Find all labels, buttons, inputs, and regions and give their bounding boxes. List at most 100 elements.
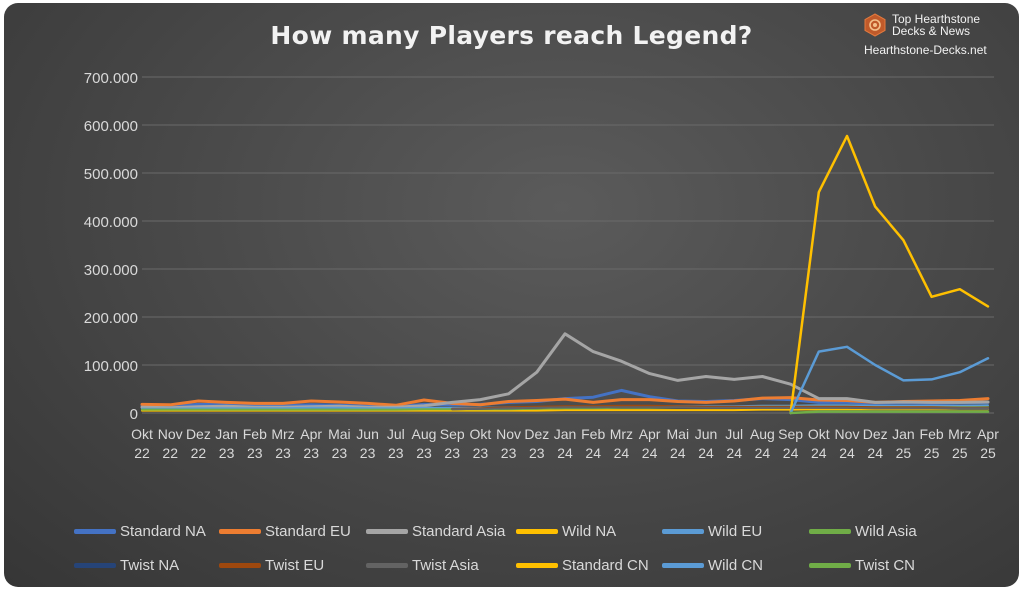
legend-swatch [219, 562, 261, 568]
legend-swatch [516, 528, 558, 534]
x-tick-month: Dez [863, 426, 888, 442]
legend-item: Twist NA [74, 555, 179, 575]
y-tick-label: 0 [130, 406, 138, 423]
x-tick-month: Mrz [948, 426, 971, 442]
legend-item: Wild Asia [809, 521, 917, 541]
x-tick-month: Apr [977, 426, 999, 442]
legend-item: Twist EU [219, 555, 324, 575]
legend-item: Wild EU [662, 521, 762, 541]
legend-label: Twist EU [265, 556, 325, 574]
x-tick-year: 23 [360, 445, 376, 461]
x-tick-month: Feb [581, 426, 605, 442]
series-line-twist-cn [789, 410, 990, 415]
legend-label: Standard NA [120, 522, 206, 540]
x-tick-year: 22 [162, 445, 178, 461]
legend-label: Standard CN [562, 556, 649, 574]
legend-swatch [662, 562, 704, 568]
x-tick-month: Aug [412, 426, 437, 442]
x-tick-month: Sep [440, 426, 465, 442]
series-line-standard-asia [140, 332, 990, 410]
x-tick-month: Jul [387, 426, 405, 442]
x-tick-month: Aug [750, 426, 775, 442]
x-tick-year: 23 [247, 445, 263, 461]
y-tick-label: 400.000 [84, 214, 138, 231]
x-tick-year: 24 [839, 445, 855, 461]
legend-item: Twist Asia [366, 555, 479, 575]
series-line-standard-cn [789, 134, 990, 415]
x-tick-year: 23 [416, 445, 432, 461]
x-tick-year: 24 [811, 445, 827, 461]
x-tick-year: 25 [980, 445, 996, 461]
x-tick-year: 23 [501, 445, 517, 461]
series-line-twist-asia [451, 406, 989, 411]
x-tick-month: Dez [186, 426, 211, 442]
legend-swatch [809, 528, 851, 534]
legend-item: Standard NA [74, 521, 206, 541]
y-tick-label: 100.000 [84, 358, 138, 375]
hearthstone-logo-icon [864, 13, 886, 37]
legend-label: Twist CN [855, 556, 915, 574]
legend-label: Twist Asia [412, 556, 479, 574]
x-tick-year: 24 [783, 445, 799, 461]
x-tick-year: 25 [924, 445, 940, 461]
legend-label: Wild NA [562, 522, 617, 540]
x-tick-month: Dez [524, 426, 549, 442]
x-tick-year: 24 [585, 445, 601, 461]
x-tick-year: 24 [557, 445, 573, 461]
x-tick-month: Mai [667, 426, 690, 442]
x-tick-month: Jul [725, 426, 743, 442]
legend-swatch [516, 562, 558, 568]
x-tick-month: Mai [328, 426, 351, 442]
y-tick-label: 200.000 [84, 310, 138, 327]
legend-swatch [74, 562, 116, 568]
series-line-wild-cn [789, 345, 990, 415]
x-tick-month: Nov [158, 426, 183, 442]
brand-watermark: Top Hearthstone Decks & News Hearthstone… [864, 11, 1009, 59]
brand-line2: Decks & News [892, 24, 971, 38]
x-tick-month: Apr [639, 426, 661, 442]
x-tick-month: Jan [892, 426, 915, 442]
brand-line1: Top Hearthstone [892, 12, 981, 26]
x-tick-month: Okt [470, 426, 492, 442]
x-tick-month: Jan [215, 426, 238, 442]
x-tick-month: Nov [835, 426, 860, 442]
x-tick-year: 25 [952, 445, 968, 461]
legend-label: Twist NA [120, 556, 180, 574]
legend-swatch [74, 528, 116, 534]
x-tick-year: 24 [755, 445, 771, 461]
x-tick-month: Feb [920, 426, 944, 442]
x-tick-year: 24 [670, 445, 686, 461]
legend-swatch [366, 528, 408, 534]
legend-label: Wild CN [708, 556, 763, 574]
series-line-standard-eu [140, 396, 990, 407]
x-tick-year: 23 [529, 445, 545, 461]
legend-item: Wild CN [662, 555, 763, 575]
line-chart: 0 100.000 200.000 300.000 400.000 500.000 600.… [84, 70, 999, 461]
legend-label: Standard EU [265, 522, 351, 540]
x-tick-month: Feb [243, 426, 267, 442]
x-tick-year: 23 [444, 445, 460, 461]
x-tick-month: Apr [300, 426, 322, 442]
x-tick-year: 24 [726, 445, 742, 461]
y-tick-label: 500.000 [84, 166, 138, 183]
chart-card: How many Players reach Legend? Top Heart… [4, 3, 1019, 587]
x-tick-month: Nov [496, 426, 521, 442]
x-tick-month: Sep [778, 426, 803, 442]
x-tick-year: 23 [303, 445, 319, 461]
x-tick-month: Jan [554, 426, 577, 442]
x-tick-year: 22 [191, 445, 207, 461]
x-tick-month: Mrz [610, 426, 633, 442]
brand-url: Hearthstone-Decks.net [864, 43, 987, 57]
legend-item: Standard Asia [366, 521, 505, 541]
x-tick-year: 24 [614, 445, 630, 461]
legend-swatch [219, 528, 261, 534]
x-tick-year: 23 [388, 445, 404, 461]
y-tick-label: 300.000 [84, 262, 138, 279]
legend-label: Wild Asia [855, 522, 917, 540]
y-tick-label: 600.000 [84, 118, 138, 135]
chart-title: How many Players reach Legend? [270, 21, 753, 50]
y-tick-label: 700.000 [84, 70, 138, 87]
legend-item: Standard CN [516, 555, 649, 575]
legend-label: Standard Asia [412, 522, 506, 540]
legend-label: Wild EU [708, 522, 763, 540]
